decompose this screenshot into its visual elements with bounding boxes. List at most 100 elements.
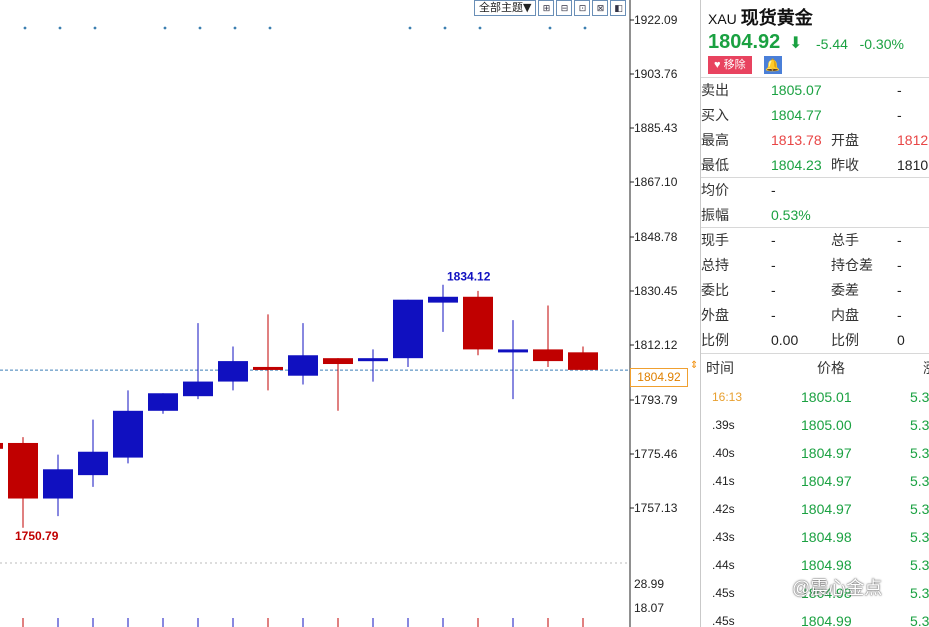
theme-selector[interactable]: 全部主题▼ [474, 0, 537, 16]
quote-row: 外盘 - 内盘 - [701, 303, 929, 328]
tick-time: .43s [712, 530, 735, 544]
current-price-label: 1804.92 [630, 368, 688, 387]
quote-label: 均价 [701, 182, 729, 198]
high-annotation: 1834.12 [447, 270, 491, 284]
tick-time: .41s [712, 474, 735, 488]
candle-body [253, 366, 283, 370]
tick-time: .40s [712, 446, 735, 460]
quote-row: 振幅 0.53% [701, 203, 929, 228]
action-buttons: ♥ 移除 🔔 [708, 56, 782, 74]
tick-price: 1804.99 [801, 613, 852, 627]
tick-price: 1805.01 [801, 389, 852, 405]
quote-value: 1813.78 [771, 132, 822, 148]
tick-time: .45s [712, 614, 735, 627]
toolbar-button-3[interactable]: ⊡ [574, 0, 591, 16]
quote-label: 最高 [701, 132, 729, 148]
candle-body [393, 299, 423, 359]
instrument-name: 现货黄金 [740, 8, 813, 28]
tick-row[interactable]: 16:13 1805.01 5.35 [701, 383, 929, 411]
quote-row: 最低 1804.23 昨收 1810 [701, 153, 929, 178]
tick-time: .42s [712, 502, 735, 516]
tick-change: 5.36 [910, 417, 929, 433]
event-marker [58, 26, 62, 30]
tick-change: 5.39 [910, 501, 929, 517]
volume-axis-label-1: 28.99 [634, 577, 665, 591]
ticks-header-vol: 涨 [923, 358, 929, 378]
price-axis-label: 1775.46 [634, 447, 678, 461]
quote-row: 买入 1804.77 - [701, 103, 929, 128]
quote-value: - [897, 107, 902, 123]
quote-panel: XAU 现货黄金 1804.92 ⬇ -5.44 -0.30% ♥ 移除 🔔 卖出… [700, 0, 929, 627]
toolbar-button-4[interactable]: ⊠ [592, 0, 609, 16]
tick-price: 1804.97 [801, 473, 852, 489]
quote-label: 比例 [701, 332, 729, 348]
chart-area[interactable]: 1834.12 1750.79 全部主题▼ ⊞ ⊟ ⊡ ⊠ ◧ 1922.09 19… [0, 0, 700, 627]
quote-label: 最低 [701, 157, 729, 173]
candle-body [323, 358, 353, 365]
price-axis-label: 1793.79 [634, 393, 678, 407]
tick-time: .44s [712, 558, 735, 572]
tick-row[interactable]: .45s 1804.99 5.37 [701, 607, 929, 627]
price-axis-label: 1830.45 [634, 284, 678, 298]
candle-body [568, 352, 598, 370]
divider [701, 227, 929, 228]
candle-body [498, 349, 528, 353]
candle-body [428, 296, 458, 303]
ticks-header-time: 时间 [706, 360, 734, 376]
event-marker [163, 26, 167, 30]
toolbar-button-5[interactable]: ◧ [610, 0, 627, 16]
quote-label: 开盘 [831, 132, 859, 148]
quote-value: - [771, 257, 776, 273]
toolbar-button-1[interactable]: ⊞ [538, 0, 555, 16]
quote-row: 委比 - 委差 - [701, 278, 929, 303]
change-value: -5.44 [816, 36, 848, 52]
event-marker [23, 26, 27, 30]
quote-value: 0.00 [771, 332, 799, 348]
tick-price: 1804.98 [801, 529, 852, 545]
price-axis-label: 1903.76 [634, 67, 678, 81]
change-percent: -0.30% [859, 36, 904, 52]
quote-value: - [897, 232, 902, 248]
tick-row[interactable]: .39s 1805.00 5.36 [701, 411, 929, 439]
tick-time: 16:13 [712, 390, 743, 404]
tick-change: 5.37 [910, 613, 929, 627]
quote-label: 现手 [701, 232, 729, 248]
divider [701, 177, 929, 178]
candle-body [183, 381, 213, 397]
tick-row[interactable]: .43s 1804.98 5.38 [701, 523, 929, 551]
tick-change: 5.35 [910, 389, 929, 405]
quote-row: 最高 1813.78 开盘 1812 [701, 128, 929, 153]
tick-price: 1804.97 [801, 445, 852, 461]
quote-value: 1804.23 [771, 157, 822, 173]
price-axis-label: 1757.13 [634, 501, 678, 515]
remove-watchlist-button[interactable]: ♥ 移除 [708, 56, 752, 74]
quote-row: 现手 - 总手 - [701, 228, 929, 253]
quote-label: 总手 [831, 232, 859, 248]
quote-value: - [771, 182, 776, 198]
candle-body [533, 349, 563, 362]
quote-value: 1812 [897, 132, 929, 148]
tick-price: 1805.00 [801, 417, 852, 433]
price-axis-label: 1812.12 [634, 338, 678, 352]
tick-row[interactable]: .42s 1804.97 5.39 [701, 495, 929, 523]
divider [701, 77, 929, 78]
quote-label: 委比 [701, 282, 729, 298]
quote-value: 0 [897, 332, 905, 348]
tick-price: 1804.98 [801, 557, 852, 573]
candlestick-chart[interactable]: 1834.12 1750.79 [0, 0, 700, 627]
quote-value: - [897, 257, 902, 273]
bell-icon[interactable]: 🔔 [763, 56, 782, 74]
quote-value: 1810 [897, 157, 929, 173]
tick-row[interactable]: .45s 1804.98 5.38 [701, 579, 929, 607]
candle-body [218, 361, 248, 382]
tick-row[interactable]: .40s 1804.97 5.39 [701, 439, 929, 467]
tick-row[interactable]: .44s 1804.98 5.38 [701, 551, 929, 579]
tick-row[interactable]: .41s 1804.97 5.39 [701, 467, 929, 495]
quote-row: 均价 - [701, 178, 929, 203]
candle-body [148, 393, 178, 411]
tick-change: 5.39 [910, 473, 929, 489]
tick-price: 1804.97 [801, 501, 852, 517]
quote-label: 比例 [831, 332, 859, 348]
toolbar-button-2[interactable]: ⊟ [556, 0, 573, 16]
quote-label: 委差 [831, 282, 859, 298]
